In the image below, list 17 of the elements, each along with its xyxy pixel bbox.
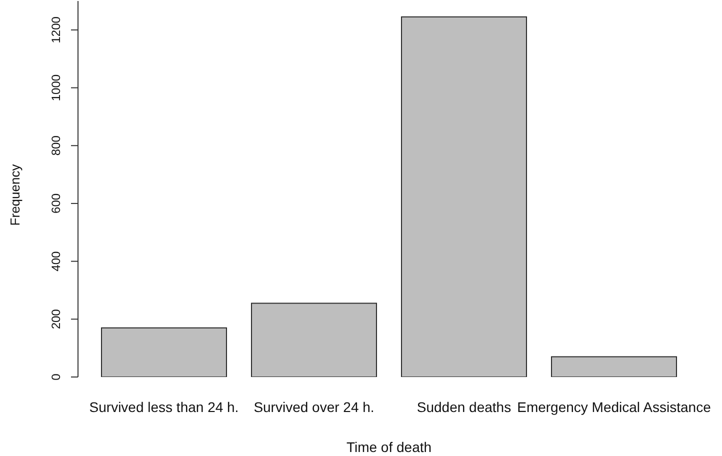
y-tick-label: 0	[49, 373, 63, 380]
x-axis-title: Time of death	[346, 439, 432, 455]
y-tick-label: 400	[49, 250, 63, 272]
y-tick-label: 600	[49, 193, 63, 214]
x-tick-label: Emergency Medical Assistance	[517, 399, 712, 415]
bar	[100, 327, 227, 377]
y-tick-label: 1000	[49, 74, 63, 102]
x-tick-label: Survived less than 24 h.	[89, 399, 239, 415]
y-tick-label: 200	[49, 308, 63, 330]
y-tick-label: 800	[49, 135, 63, 156]
y-axis-title: Frequency	[8, 164, 22, 226]
bar	[400, 16, 527, 377]
bar	[550, 356, 677, 377]
y-tick-label: 1200	[49, 16, 63, 44]
x-tick-label: Survived over 24 h.	[254, 399, 374, 415]
x-tick-label: Sudden deaths	[416, 399, 512, 415]
bar	[250, 302, 377, 377]
